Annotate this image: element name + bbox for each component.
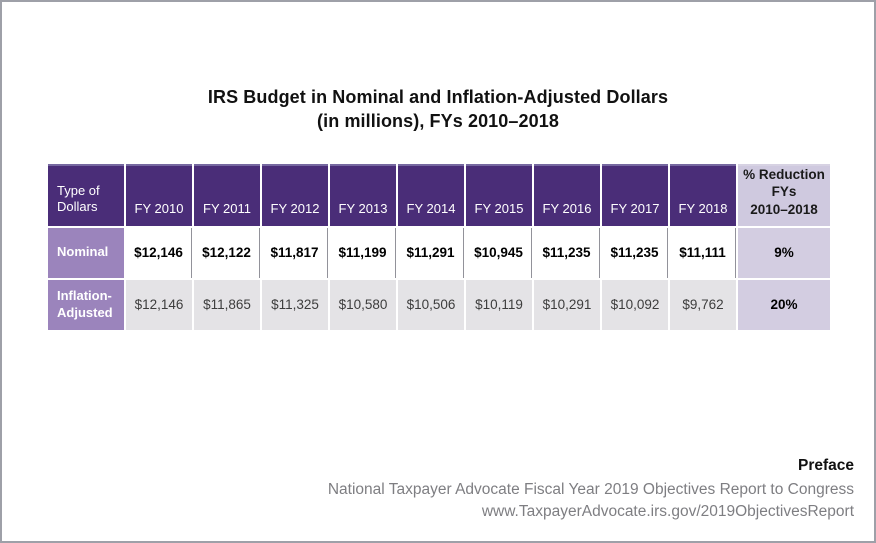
value-cell: $11,235 [602,227,668,278]
value-cell: $11,865 [194,279,260,330]
chart-title-line1: IRS Budget in Nominal and Inflation-Adju… [207,87,669,107]
column-header-type-of-dollars: Type of Dollars [48,163,124,226]
reduction-cell-inflation-adjusted: 20% [738,279,830,330]
value-cell: $11,325 [262,279,328,330]
value-cell: $11,199 [330,227,396,278]
column-header-fy-2017: FY 2017 [602,163,668,226]
footer-source: National Taxpayer Advocate Fiscal Year 2… [327,481,854,498]
reduction-header-line: % Reduction [743,166,825,182]
value-cell: $10,580 [330,279,396,330]
row-label-inflation-adjusted: Inflation-Adjusted [48,279,124,330]
column-header-fy-2011: FY 2011 [194,163,260,226]
column-header-fy-2012: FY 2012 [262,163,328,226]
row-label-nominal: Nominal [48,227,124,278]
value-cell: $10,092 [602,279,668,330]
chart-title-line2: (in millions), FYs 2010–2018 [317,110,559,131]
value-cell: $10,291 [534,279,600,330]
footer-url: www.TaxpayerAdvocate.irs.gov/2019Objecti… [481,503,854,520]
column-header-fy-2013: FY 2013 [330,163,396,226]
footer-preface: Preface [797,457,854,474]
reduction-cell-nominal: 9% [738,227,830,278]
value-cell: $12,122 [194,227,260,278]
table-row-inflation-adjusted: Inflation-Adjusted $12,146 $11,865 $11,3… [48,279,830,330]
column-header-fy-2018: FY 2018 [670,163,736,226]
column-header-fy-2015: FY 2015 [466,163,532,226]
footer: Preface National Taxpayer Advocate Fisca… [328,457,854,523]
value-cell: $10,945 [466,227,532,278]
value-cell: $11,111 [670,227,736,278]
value-cell: $10,506 [398,279,464,330]
chart-title: IRS Budget in Nominal and Inflation-Adju… [2,86,874,134]
irs-budget-table: Type of Dollars FY 2010 FY 2011 FY 2012 … [46,162,832,332]
value-cell: $11,291 [398,227,464,278]
column-header-fy-2016: FY 2016 [534,163,600,226]
column-header-fy-2010: FY 2010 [126,163,192,226]
column-header-percent-reduction: % Reduction FYs 2010–2018 [738,163,830,226]
value-cell: $9,762 [670,279,736,330]
column-header-fy-2014: FY 2014 [398,163,464,226]
table-row-nominal: Nominal $12,146 $12,122 $11,817 $11,199 … [48,227,830,278]
reduction-header-line: 2010–2018 [750,201,818,217]
header-row: Type of Dollars FY 2010 FY 2011 FY 2012 … [48,163,830,226]
value-cell: $11,817 [262,227,328,278]
reduction-header-line: FYs [771,184,797,200]
value-cell: $11,235 [534,227,600,278]
value-cell: $10,119 [466,279,532,330]
value-cell: $12,146 [126,227,192,278]
value-cell: $12,146 [126,279,192,330]
